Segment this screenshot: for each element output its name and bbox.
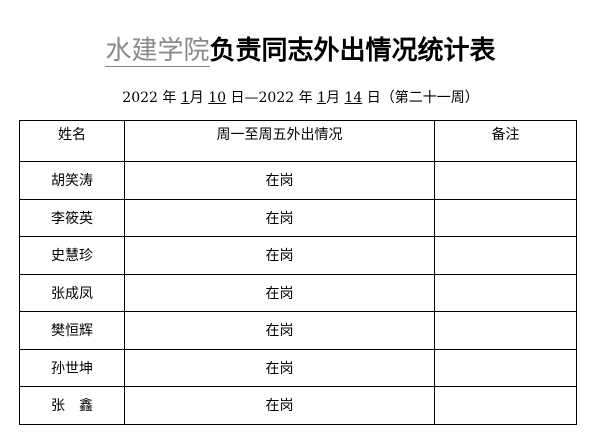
header-row: 姓名 周一至周五外出情况 备注 — [19, 120, 577, 162]
cell-note — [434, 198, 577, 237]
cell-note — [434, 386, 577, 425]
table-row: 李筱英 在岗 — [19, 198, 577, 237]
cell-status: 在岗 — [124, 273, 435, 312]
table-row: 樊恒辉 在岗 — [19, 311, 577, 350]
year-label: 年 — [162, 90, 177, 106]
cell-name: 李筱英 — [19, 198, 125, 237]
cell-name: 史慧珍 — [19, 236, 125, 275]
header-name: 姓名 — [19, 120, 125, 162]
cell-note — [434, 273, 577, 312]
table-row: 孙世坤 在岗 — [19, 348, 577, 387]
cell-status: 在岗 — [124, 161, 435, 200]
table-row: 史慧珍 在岗 — [19, 236, 577, 275]
cell-name: 孙世坤 — [19, 348, 125, 387]
month-label: 月 — [325, 90, 340, 106]
org-name: 水建学院 — [105, 36, 210, 67]
table-row: 张成凤 在岗 — [19, 273, 577, 312]
cell-note — [434, 311, 577, 350]
cell-name: 胡笑涛 — [19, 161, 125, 200]
statistics-table: 姓名 周一至周五外出情况 备注 胡笑涛 在岗 李筱英 在岗 史慧珍 在岗 张成凤 在岗 樊恒辉在… — [19, 120, 577, 425]
day-label: 日 — [230, 90, 245, 106]
end-year: 2022 — [258, 90, 295, 106]
day-label: 日 — [366, 90, 381, 106]
table-row: 张 鑫在岗 — [19, 386, 577, 425]
cell-status: 在岗 — [124, 386, 435, 425]
cell-name: 樊恒辉 — [19, 311, 125, 350]
table-row: 胡笑涛 在岗 — [19, 161, 577, 200]
separator: — — [244, 90, 259, 106]
page-title: 水建学院负责同志外出情况统计表 — [0, 30, 601, 67]
end-day: 14 — [344, 90, 363, 106]
cell-status: 在岗 — [124, 311, 435, 350]
title-text: 负责同志外出情况统计表 — [209, 36, 496, 66]
header-note: 备注 — [434, 120, 577, 162]
cell-status: 在岗 — [124, 236, 435, 275]
cell-note — [434, 236, 577, 275]
start-day: 10 — [208, 90, 227, 106]
cell-note — [434, 161, 577, 200]
header-status: 周一至周五外出情况 — [124, 120, 435, 162]
week-label: （第二十一周） — [380, 90, 479, 106]
cell-note — [434, 348, 577, 387]
end-month: 1 — [317, 90, 326, 106]
cell-status: 在岗 — [124, 198, 435, 237]
year-label: 年 — [298, 90, 313, 106]
cell-name: 张成凤 — [19, 273, 125, 312]
start-year: 2022 — [122, 90, 158, 106]
start-month: 1 — [180, 90, 190, 106]
date-range: 2022 年 1月 10 日—2022 年 1月 14 日（第二十一周） — [0, 87, 601, 107]
cell-status: 在岗 — [124, 348, 435, 387]
cell-name: 张 鑫 — [19, 386, 125, 425]
month-label: 月 — [189, 90, 204, 106]
